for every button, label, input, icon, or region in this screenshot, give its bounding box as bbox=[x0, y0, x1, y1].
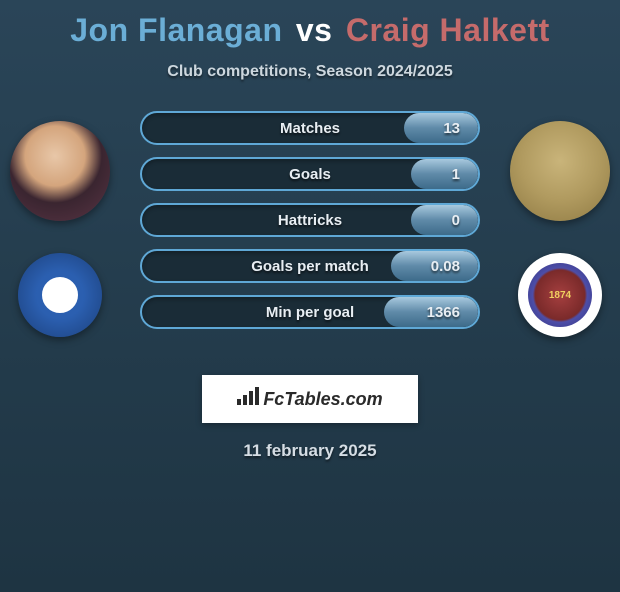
bar-chart-icon bbox=[237, 387, 259, 411]
player2-club-badge-inner: 1874 bbox=[528, 263, 592, 327]
stat-value: 0.08 bbox=[431, 258, 460, 275]
player2-avatar bbox=[510, 121, 610, 221]
stat-row: Hattricks 0 bbox=[140, 203, 480, 237]
badge-year: 1874 bbox=[549, 290, 571, 301]
player2-name: Craig Halkett bbox=[346, 12, 550, 48]
stat-label: Goals per match bbox=[251, 258, 369, 275]
stat-label: Hattricks bbox=[278, 212, 342, 229]
stat-fill bbox=[404, 113, 478, 143]
stat-fill bbox=[411, 159, 478, 189]
vs-label: vs bbox=[296, 12, 333, 48]
subtitle: Club competitions, Season 2024/2025 bbox=[0, 63, 620, 81]
stat-value: 13 bbox=[443, 120, 460, 137]
player1-avatar bbox=[10, 121, 110, 221]
stat-label: Matches bbox=[280, 120, 340, 137]
stat-label: Goals bbox=[289, 166, 331, 183]
player1-name: Jon Flanagan bbox=[70, 12, 282, 48]
stat-value: 0 bbox=[452, 212, 460, 229]
stat-value: 1366 bbox=[427, 304, 460, 321]
stat-bars: Matches 13 Goals 1 Hattricks 0 Goals per… bbox=[140, 111, 480, 341]
stat-fill bbox=[411, 205, 478, 235]
stat-row: Matches 13 bbox=[140, 111, 480, 145]
player1-club-badge bbox=[18, 253, 102, 337]
player2-club-badge: 1874 bbox=[518, 253, 602, 337]
comparison-title: Jon Flanagan vs Craig Halkett bbox=[0, 12, 620, 49]
stat-row: Min per goal 1366 bbox=[140, 295, 480, 329]
stat-label: Min per goal bbox=[266, 304, 354, 321]
date-label: 11 february 2025 bbox=[0, 441, 620, 461]
brand-box: FcTables.com bbox=[202, 375, 418, 423]
stat-value: 1 bbox=[452, 166, 460, 183]
comparison-content: 1874 Matches 13 Goals 1 Hattricks 0 Goal… bbox=[0, 111, 620, 371]
stat-row: Goals per match 0.08 bbox=[140, 249, 480, 283]
stat-row: Goals 1 bbox=[140, 157, 480, 191]
brand-text: FcTables.com bbox=[263, 389, 382, 410]
